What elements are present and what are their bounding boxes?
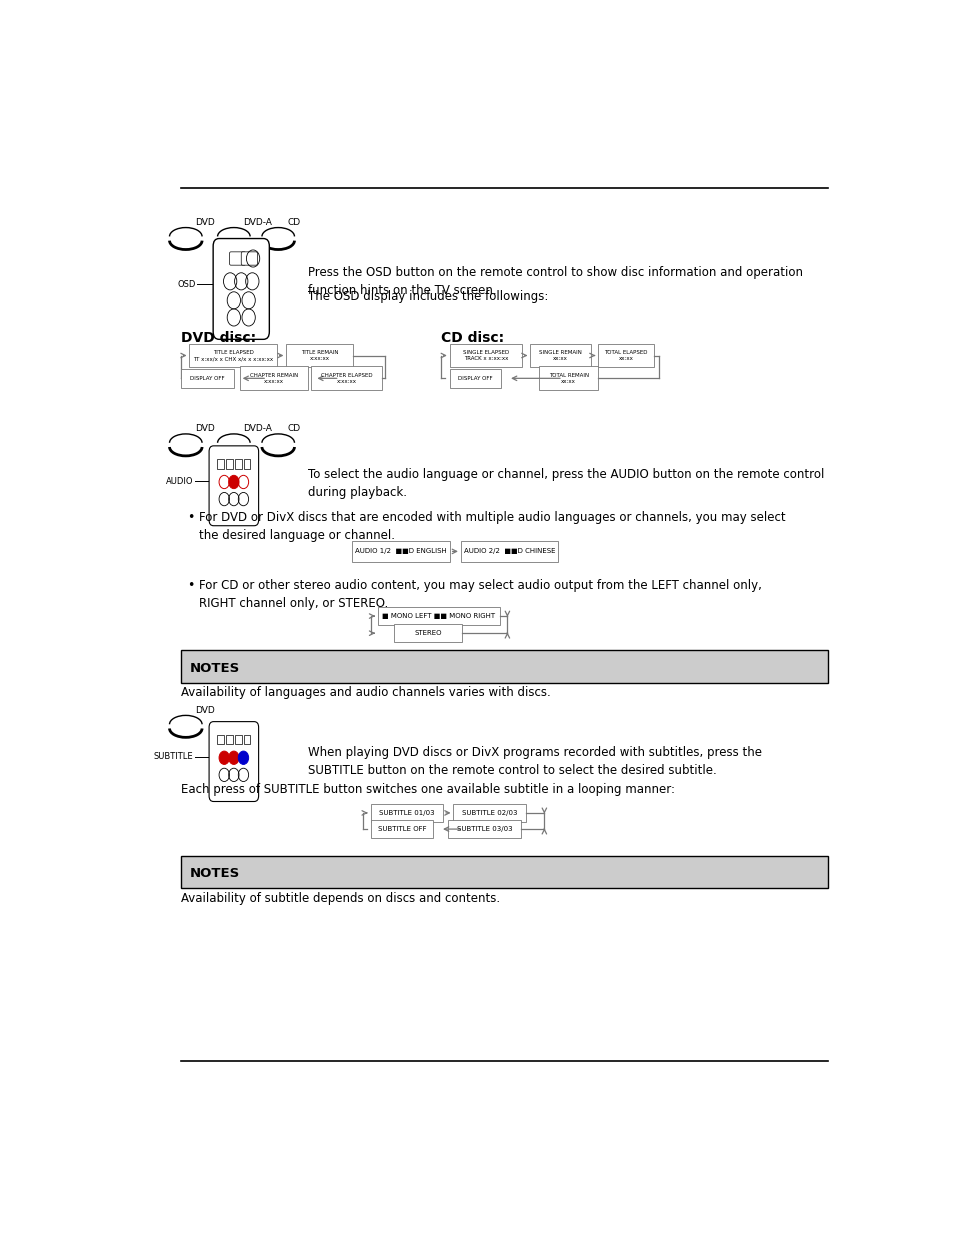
Text: •: •	[187, 511, 194, 525]
Bar	[226, 459, 233, 468]
Text: When playing DVD discs or DivX programs recorded with subtitles, press the
SUBTI: When playing DVD discs or DivX programs …	[308, 746, 761, 777]
FancyBboxPatch shape	[352, 541, 449, 562]
Text: •: •	[187, 579, 194, 592]
Text: TITLE REMAIN
x:xx:xx: TITLE REMAIN x:xx:xx	[300, 350, 338, 361]
Bar	[244, 459, 251, 468]
Text: For CD or other stereo audio content, you may select audio output from the LEFT : For CD or other stereo audio content, yo…	[199, 579, 761, 610]
FancyBboxPatch shape	[180, 369, 233, 388]
FancyBboxPatch shape	[241, 252, 257, 266]
Text: TITLE ELAPSED
TT x:xx/x x CHX x/x x x:xx:xx: TITLE ELAPSED TT x:xx/x x CHX x/x x x:xx…	[193, 350, 273, 361]
FancyBboxPatch shape	[286, 343, 353, 367]
Circle shape	[238, 751, 249, 764]
Circle shape	[219, 751, 229, 764]
Text: DVD: DVD	[194, 219, 214, 227]
Text: SUBTITLE OFF: SUBTITLE OFF	[377, 826, 426, 832]
Text: Availability of subtitle depends on discs and contents.: Availability of subtitle depends on disc…	[180, 892, 499, 905]
Text: DVD: DVD	[194, 425, 214, 433]
Text: SINGLE ELAPSED
TRACK x x:xx:xx: SINGLE ELAPSED TRACK x x:xx:xx	[462, 350, 509, 361]
Text: SUBTITLE 03/03: SUBTITLE 03/03	[456, 826, 512, 832]
Text: The OSD display includes the followings:: The OSD display includes the followings:	[308, 290, 548, 303]
Text: SINGLE REMAIN
xx:xx: SINGLE REMAIN xx:xx	[538, 350, 581, 361]
Text: AUDIO 2/2  ■■D CHINESE: AUDIO 2/2 ■■D CHINESE	[463, 548, 555, 555]
Text: SUBTITLE 02/03: SUBTITLE 02/03	[461, 810, 517, 816]
Text: For DVD or DivX discs that are encoded with multiple audio languages or channels: For DVD or DivX discs that are encoded w…	[199, 511, 785, 542]
FancyBboxPatch shape	[239, 367, 308, 390]
FancyBboxPatch shape	[394, 624, 462, 642]
FancyBboxPatch shape	[209, 721, 258, 802]
FancyBboxPatch shape	[180, 856, 826, 888]
FancyBboxPatch shape	[538, 367, 598, 390]
Text: CD disc:: CD disc:	[440, 331, 503, 345]
Text: SUBTITLE 01/03: SUBTITLE 01/03	[378, 810, 435, 816]
Text: CHAPTER REMAIN
x:xx:xx: CHAPTER REMAIN x:xx:xx	[250, 373, 297, 384]
Text: NOTES: NOTES	[190, 662, 239, 674]
Bar	[244, 735, 251, 745]
Text: OSD: OSD	[177, 279, 195, 289]
FancyBboxPatch shape	[449, 369, 501, 388]
Text: TOTAL ELAPSED
xx:xx: TOTAL ELAPSED xx:xx	[603, 350, 647, 361]
Text: AUDIO: AUDIO	[166, 477, 193, 485]
FancyBboxPatch shape	[229, 252, 246, 266]
FancyBboxPatch shape	[449, 343, 521, 367]
Text: CHAPTER ELAPSED
x:xx:xx: CHAPTER ELAPSED x:xx:xx	[321, 373, 373, 384]
Bar	[226, 735, 233, 745]
Bar	[217, 735, 224, 745]
Text: DVD: DVD	[194, 706, 214, 715]
Text: DVD-A: DVD-A	[243, 219, 272, 227]
Text: AUDIO 1/2  ■■D ENGLISH: AUDIO 1/2 ■■D ENGLISH	[355, 548, 446, 555]
FancyBboxPatch shape	[448, 820, 520, 839]
Bar	[234, 459, 241, 468]
Text: Press the OSD button on the remote control to show disc information and operatio: Press the OSD button on the remote contr…	[308, 266, 801, 298]
FancyBboxPatch shape	[377, 608, 499, 625]
FancyBboxPatch shape	[180, 651, 826, 683]
Text: To select the audio language or channel, press the AUDIO button on the remote co: To select the audio language or channel,…	[308, 468, 823, 499]
FancyBboxPatch shape	[370, 804, 442, 823]
FancyBboxPatch shape	[213, 238, 269, 340]
Text: ■ MONO LEFT ■■ MONO RIGHT: ■ MONO LEFT ■■ MONO RIGHT	[382, 613, 495, 619]
FancyBboxPatch shape	[190, 343, 276, 367]
Text: DISPLAY OFF: DISPLAY OFF	[190, 375, 224, 380]
FancyBboxPatch shape	[311, 367, 382, 390]
Bar	[217, 459, 224, 468]
Text: CD: CD	[287, 425, 300, 433]
Text: TOTAL REMAIN
xx:xx: TOTAL REMAIN xx:xx	[548, 373, 588, 384]
FancyBboxPatch shape	[598, 343, 653, 367]
Bar	[234, 735, 241, 745]
Text: DISPLAY OFF: DISPLAY OFF	[457, 375, 493, 380]
FancyBboxPatch shape	[370, 820, 433, 839]
Text: DVD-A: DVD-A	[243, 425, 272, 433]
Text: DVD disc:: DVD disc:	[180, 331, 255, 345]
FancyBboxPatch shape	[209, 446, 258, 526]
Text: CD: CD	[287, 219, 300, 227]
Text: Availability of languages and audio channels varies with discs.: Availability of languages and audio chan…	[180, 687, 550, 699]
FancyBboxPatch shape	[530, 343, 590, 367]
Text: SUBTITLE: SUBTITLE	[153, 752, 193, 761]
Text: Each press of SUBTITLE button switches one available subtitle in a looping manne: Each press of SUBTITLE button switches o…	[180, 783, 674, 797]
Text: STEREO: STEREO	[415, 630, 441, 636]
FancyBboxPatch shape	[453, 804, 525, 823]
Circle shape	[229, 751, 239, 764]
Text: NOTES: NOTES	[190, 867, 239, 881]
FancyBboxPatch shape	[460, 541, 558, 562]
Circle shape	[229, 475, 239, 489]
